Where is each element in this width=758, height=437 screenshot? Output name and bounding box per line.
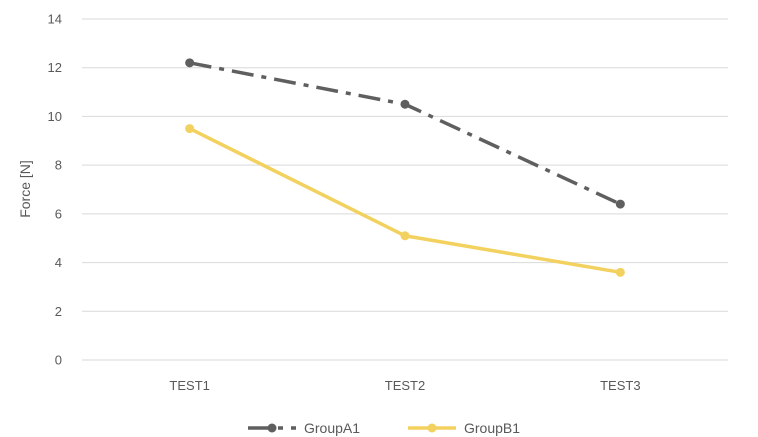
data-point (615, 199, 625, 209)
data-point (615, 267, 625, 277)
series-group (185, 58, 625, 277)
x-tick-label: TEST2 (385, 378, 425, 393)
legend-item: GroupA1 (248, 420, 360, 436)
y-tick-label: 12 (48, 60, 62, 75)
x-tick-labels: TEST1 TEST2 TEST3 (169, 378, 640, 393)
x-tick-label: TEST1 (169, 378, 209, 393)
y-tick-label: 14 (48, 12, 62, 27)
y-tick-labels: 0 2 4 6 8 10 12 14 (48, 12, 62, 368)
data-point (400, 231, 410, 241)
y-tick-label: 0 (55, 353, 62, 368)
y-tick-label: 2 (55, 304, 62, 319)
data-point (185, 58, 195, 68)
y-tick-label: 6 (55, 206, 62, 221)
legend-swatch-marker (427, 423, 437, 433)
data-point (400, 99, 410, 109)
series-line (189, 61, 622, 206)
legend-label: GroupA1 (304, 420, 360, 436)
y-tick-label: 4 (55, 255, 62, 270)
gridlines (82, 18, 728, 361)
legend: GroupA1 GroupB1 (248, 420, 520, 436)
data-point (185, 124, 195, 134)
y-axis-title: Force [N] (17, 160, 33, 218)
series-line (188, 127, 621, 275)
y-tick-label: 8 (55, 158, 62, 173)
x-tick-label: TEST3 (600, 378, 640, 393)
legend-label: GroupB1 (464, 420, 520, 436)
legend-swatch-marker (267, 423, 277, 433)
y-tick-label: 10 (48, 109, 62, 124)
legend-item: GroupB1 (408, 420, 520, 436)
